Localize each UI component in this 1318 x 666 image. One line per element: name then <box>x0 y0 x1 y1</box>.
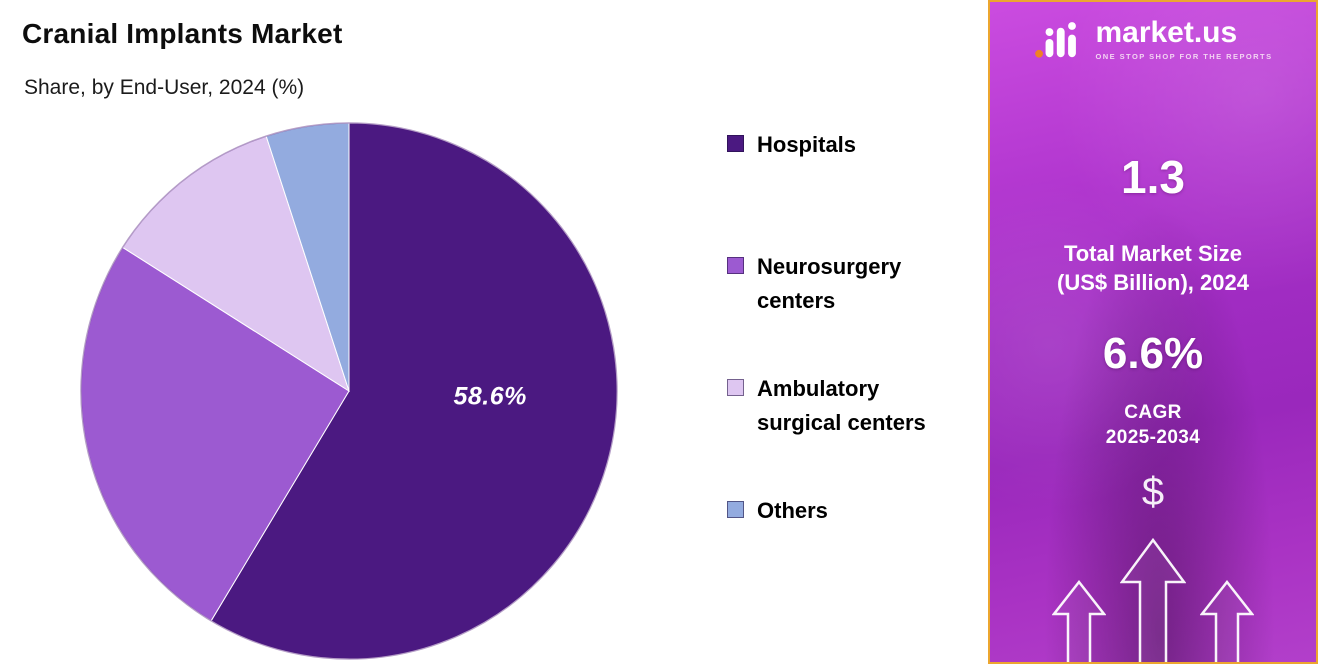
legend-item-label: Ambulatory surgical centers <box>757 376 926 436</box>
legend-color-swatch <box>727 379 744 396</box>
legend-item-label: Hospitals <box>757 132 857 157</box>
legend-item: Ambulatory surgical centers <box>727 372 955 440</box>
growth-arrow-icon <box>1200 580 1254 662</box>
page-subtitle: Share, by End-User, 2024 (%) <box>24 76 305 99</box>
market-us-logo-icon <box>1035 22 1077 58</box>
legend-item-label: Others <box>757 498 828 523</box>
brand-name: market.us <box>1095 15 1238 49</box>
legend: Hospitals Neurosurgery centers Ambulator… <box>727 128 955 608</box>
legend-item: Hospitals <box>727 128 856 162</box>
legend-color-swatch <box>727 501 744 518</box>
legend-color-swatch <box>727 257 744 274</box>
pie-slice-label: 58.6% <box>453 382 527 410</box>
pie-slice-0 <box>210 122 618 660</box>
growth-arrow-icon <box>1120 538 1186 662</box>
legend-color-swatch <box>727 135 744 152</box>
legend-item: Others <box>727 494 828 528</box>
growth-arrow-icon <box>1052 580 1106 662</box>
cagr-label-line2: 2025-2034 <box>1105 426 1201 448</box>
pie-chart-svg <box>80 122 618 660</box>
page-title: Cranial Implants Market <box>22 18 343 49</box>
market-size-label-line1: Total Market Size <box>1063 241 1243 266</box>
market-size-label: Total Market Size (US$ Billion), 2024 <box>1057 240 1249 297</box>
pie-outline <box>80 122 618 660</box>
brand-header: market.us ONE STOP SHOP FOR THE REPORTS <box>1033 16 1272 62</box>
legend-item-label: Neurosurgery centers <box>757 254 902 314</box>
cagr-value: 6.6% <box>1102 329 1204 379</box>
market-size-value: 1.3 <box>1121 151 1185 203</box>
pie-slice-2 <box>122 135 350 393</box>
market-size-label-line2: (US$ Billion), 2024 <box>1057 269 1249 295</box>
cagr-label: CAGR 2025-2034 <box>1106 401 1200 450</box>
brand-sidebar: market.us ONE STOP SHOP FOR THE REPORTS … <box>988 0 1318 664</box>
growth-arrows-icon <box>990 538 1316 662</box>
pie-slice-1 <box>80 246 350 622</box>
brand-tagline: ONE STOP SHOP FOR THE REPORTS <box>1095 52 1273 62</box>
pie-slice-3 <box>265 122 350 392</box>
pie-chart: 58.6% <box>74 116 624 666</box>
dollar-icon: $ <box>1141 469 1165 514</box>
chart-panel: Cranial Implants Market Share, by End-Us… <box>22 18 955 666</box>
cagr-label-line1: CAGR <box>1124 402 1182 424</box>
legend-item: Neurosurgery centers <box>727 250 955 318</box>
